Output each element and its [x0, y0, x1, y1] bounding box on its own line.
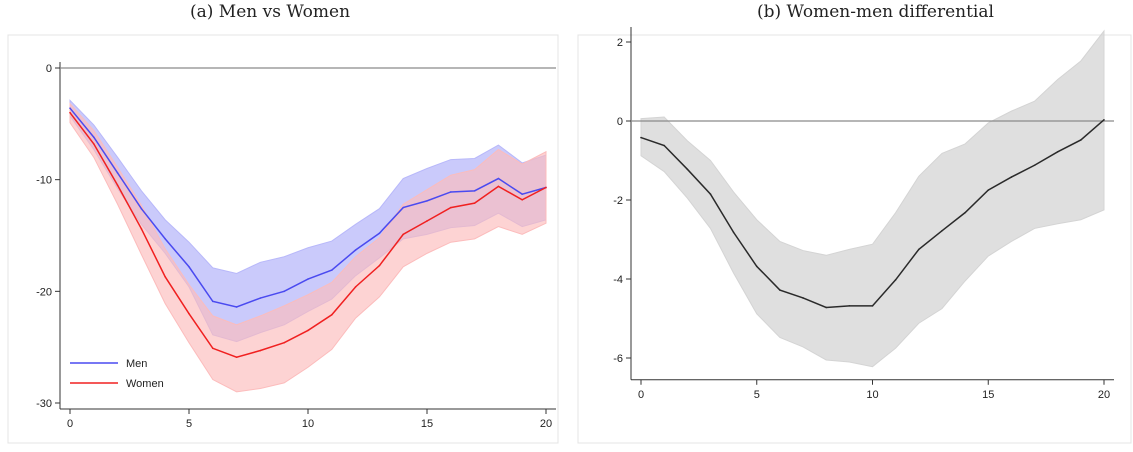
y-tick-label: -4: [613, 274, 623, 286]
x-tick-label: 20: [540, 418, 552, 430]
data-point: [235, 306, 238, 308]
data-point: [188, 265, 190, 268]
data-point: [779, 289, 781, 291]
data-point: [473, 202, 476, 204]
data-point: [709, 193, 712, 195]
data-point: [545, 186, 547, 189]
panel-a-title: (a) Men vs Women: [190, 2, 351, 22]
x-tick-label: 20: [1098, 389, 1110, 401]
data-point: [1080, 139, 1082, 141]
y-tick-label: -30: [36, 398, 52, 410]
x-tick-label: 0: [67, 418, 73, 430]
data-point: [69, 107, 71, 109]
data-point: [283, 290, 286, 293]
data-point: [497, 185, 500, 188]
y-tick-label: -6: [613, 353, 623, 365]
chart-frame: [7, 34, 559, 444]
x-tick-label: 15: [421, 418, 433, 430]
data-point: [402, 233, 405, 236]
data-point: [164, 238, 166, 240]
x-tick-label: 10: [302, 418, 314, 430]
data-point: [188, 312, 190, 315]
data-point: [941, 230, 943, 232]
data-point: [848, 305, 851, 307]
data-point: [918, 248, 920, 251]
data-point: [755, 265, 758, 268]
data-point: [140, 228, 143, 230]
data-point: [964, 211, 966, 214]
data-point: [426, 220, 428, 222]
x-tick-label: 15: [982, 389, 994, 401]
data-point: [825, 306, 827, 309]
panel-b-title: (b) Women-men differential: [757, 2, 994, 22]
x-tick-label: 10: [866, 389, 878, 401]
x-tick-label: 5: [754, 389, 760, 401]
data-point: [307, 329, 309, 332]
data-point: [497, 177, 500, 180]
data-point: [93, 143, 95, 145]
data-point: [732, 231, 735, 234]
y-tick-label: 0: [617, 116, 623, 128]
x-tick-label: 5: [186, 418, 192, 430]
data-point: [259, 349, 262, 352]
data-point: [354, 286, 357, 288]
data-point: [69, 111, 71, 114]
x-tick-label: 0: [638, 389, 644, 401]
legend-label-men: Men: [126, 358, 147, 370]
data-point: [663, 144, 665, 147]
data-point: [450, 191, 452, 193]
data-point: [140, 207, 143, 210]
data-point: [378, 232, 381, 235]
data-point: [426, 200, 428, 202]
data-point: [212, 300, 214, 303]
confidence-band-differential: [640, 29, 1105, 368]
data-point: [235, 356, 238, 359]
data-point: [987, 189, 990, 191]
data-point: [212, 347, 214, 350]
data-point: [521, 193, 523, 195]
data-point: [283, 341, 286, 344]
data-point: [473, 190, 476, 192]
data-point: [331, 269, 333, 271]
data-point: [402, 206, 405, 209]
confidence-band-women: [69, 102, 547, 393]
y-tick-label: -2: [613, 195, 623, 207]
data-point: [164, 276, 166, 278]
data-point: [1033, 164, 1036, 167]
data-point: [1010, 176, 1013, 178]
y-tick-label: 0: [46, 63, 52, 75]
y-tick-label: 2: [617, 37, 623, 49]
data-point: [640, 136, 642, 139]
data-point: [116, 172, 119, 174]
legend-label-women: Women: [126, 378, 164, 390]
y-tick-label: -10: [36, 175, 52, 187]
data-point: [93, 136, 95, 139]
data-point: [307, 278, 309, 280]
chart-b: 20-2-4-60 5 10 15 20: [577, 27, 1132, 444]
data-point: [521, 198, 523, 201]
data-point: [378, 264, 381, 267]
y-tick-label: -20: [36, 286, 52, 298]
data-point: [686, 168, 689, 170]
data-point: [259, 297, 262, 299]
data-point: [1103, 119, 1105, 121]
data-point: [871, 305, 874, 307]
data-point: [1056, 151, 1059, 153]
data-point: [116, 184, 119, 187]
chart-frame: [577, 34, 1132, 444]
data-point: [354, 249, 357, 251]
data-point: [894, 278, 897, 281]
data-point: [802, 297, 804, 299]
chart-a: 0 -10 -20 -30 0 5 10 15 20 Men Women: [7, 34, 559, 444]
data-point: [331, 313, 333, 316]
data-point: [450, 206, 452, 209]
